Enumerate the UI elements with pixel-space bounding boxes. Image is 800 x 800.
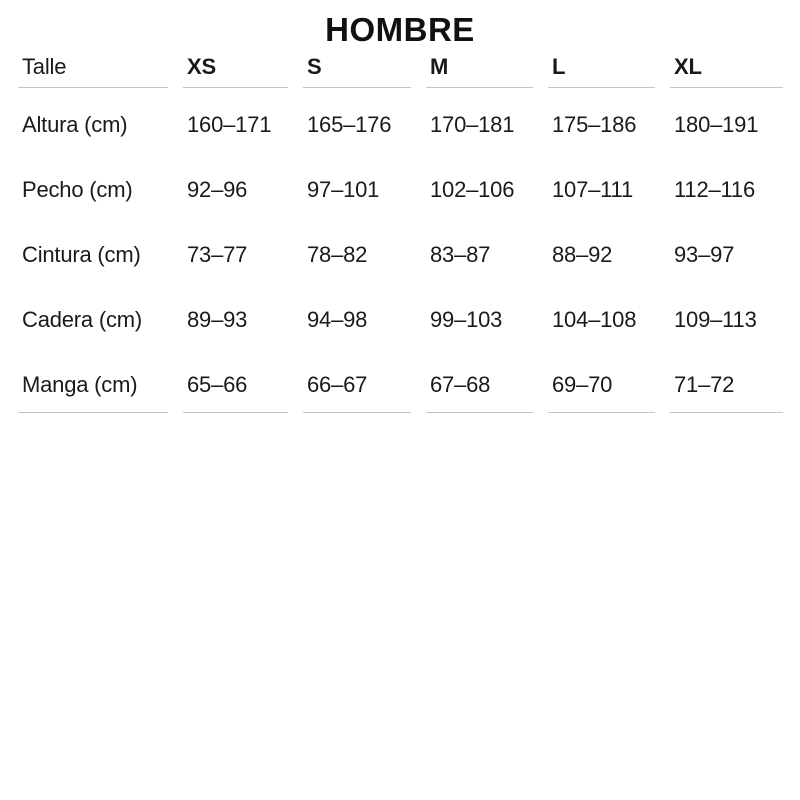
size-cell: 89–93 — [187, 307, 248, 332]
size-cell: 88–92 — [552, 242, 613, 267]
size-cell: 165–176 — [307, 112, 392, 137]
size-cell: 93–97 — [674, 242, 735, 267]
size-cell: 94–98 — [307, 307, 368, 332]
row-label: Altura (cm) — [22, 112, 128, 137]
header-row: Talle XS S M L XL — [18, 47, 783, 88]
size-cell: 73–77 — [187, 242, 248, 267]
size-cell: 97–101 — [307, 177, 380, 202]
size-cell: 78–82 — [307, 242, 368, 267]
size-chart-header: Talle XS S M L XL — [18, 47, 783, 88]
size-cell: 102–106 — [430, 177, 515, 202]
size-cell: 99–103 — [430, 307, 503, 332]
column-header-m: M — [426, 47, 533, 88]
size-cell: 69–70 — [548, 348, 655, 413]
size-cell: 180–191 — [674, 112, 759, 137]
size-cell: 83–87 — [430, 242, 491, 267]
size-cell: 104–108 — [552, 307, 637, 332]
row-label: Pecho (cm) — [22, 177, 133, 202]
page-title: HOMBRE — [325, 11, 475, 48]
row-label: Cadera (cm) — [22, 307, 143, 332]
size-cell: 112–116 — [674, 177, 755, 202]
table-row-manga: Manga (cm) 65–66 66–67 67–68 69–70 71–72 — [18, 348, 783, 413]
table-row-cintura: Cintura (cm) 73–77 78–82 83–87 88–92 93–… — [18, 218, 783, 283]
size-cell: 107–111 — [552, 177, 633, 202]
row-label: Cintura (cm) — [22, 242, 141, 267]
size-cell: 67–68 — [426, 348, 533, 413]
size-chart-table: Talle XS S M L XL Altura (cm) 160–171 16… — [3, 47, 798, 413]
size-cell: 92–96 — [187, 177, 248, 202]
size-cell: 66–67 — [303, 348, 411, 413]
column-header-xl: XL — [670, 47, 783, 88]
column-header-xs: XS — [183, 47, 288, 88]
column-header-s: S — [303, 47, 411, 88]
table-row-cadera: Cadera (cm) 89–93 94–98 99–103 104–108 1… — [18, 283, 783, 348]
column-header-talle: Talle — [18, 47, 168, 88]
size-cell: 170–181 — [430, 112, 515, 137]
size-cell: 175–186 — [552, 112, 637, 137]
row-label: Manga (cm) — [18, 348, 168, 413]
table-row-pecho: Pecho (cm) 92–96 97–101 102–106 107–111 … — [18, 153, 783, 218]
size-cell: 160–171 — [187, 112, 272, 137]
size-cell: 65–66 — [183, 348, 288, 413]
size-cell: 71–72 — [670, 348, 783, 413]
size-cell: 109–113 — [674, 307, 757, 332]
table-row-altura: Altura (cm) 160–171 165–176 170–181 175–… — [18, 88, 783, 153]
column-header-l: L — [548, 47, 655, 88]
size-chart-body: Altura (cm) 160–171 165–176 170–181 175–… — [18, 88, 783, 413]
